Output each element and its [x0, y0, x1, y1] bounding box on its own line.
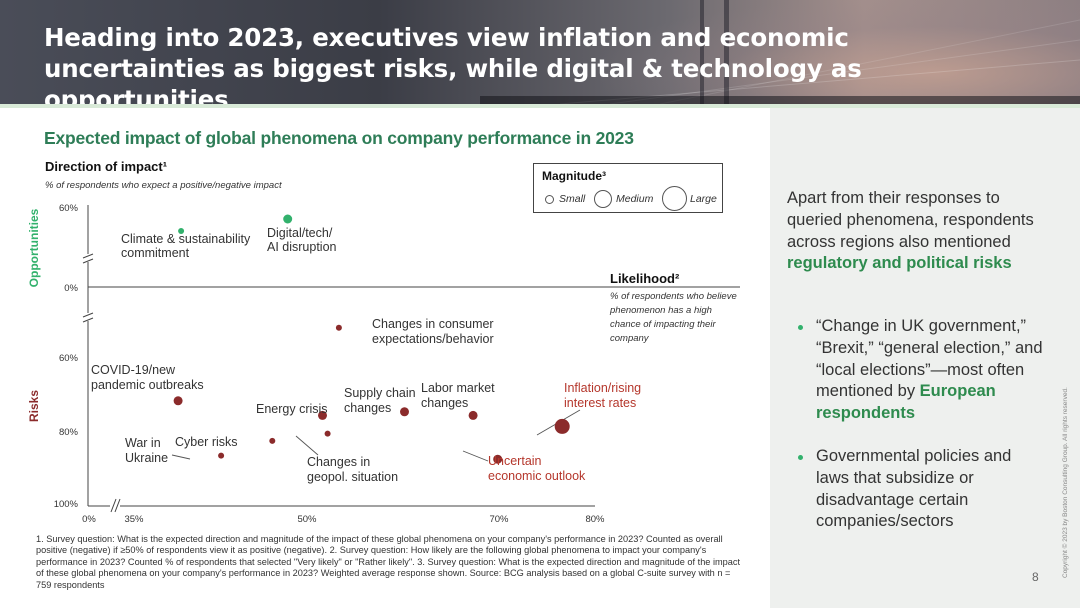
y-tick-risk-60: 60% — [59, 353, 79, 364]
data-points — [173, 214, 570, 464]
y-tick-opp-0: 0% — [64, 283, 78, 294]
bullet1-body: “Change in UK government,” “Brexit,” “ge… — [816, 317, 1043, 401]
point-covid-19-new-pandemic-outbreaks — [173, 396, 183, 406]
x-axis-title: Likelihood² — [610, 271, 680, 286]
label-supply-line2: changes — [344, 401, 391, 415]
label-inflation: Inflation/rising interest rates — [564, 381, 645, 410]
point-changes-in-geopol-situation — [324, 430, 331, 437]
point-changes-in-consumer-expectations-behavior — [335, 324, 342, 331]
label-ukraine-line1: War in — [125, 436, 161, 450]
label-digital-line1: Digital/tech/ — [267, 226, 333, 240]
x-tick-70: 70% — [489, 514, 509, 525]
page-number: 8 — [1032, 570, 1039, 584]
point-war-in-ukraine — [218, 452, 225, 459]
label-covid-line1: COVID-19/new — [91, 363, 176, 377]
y-axis-break-lower — [82, 312, 94, 323]
x-axis-subtitle: % of respondents who believe phenomenon … — [610, 291, 737, 344]
y-axis-break-upper — [82, 253, 94, 264]
bullet-list: “Change in UK government,” “Brexit,” “ge… — [798, 316, 1048, 554]
label-inflation-line2: interest rates — [564, 396, 636, 410]
copyright-notice: Copyright © 2023 by Boston Consulting Gr… — [1062, 387, 1069, 578]
y-tick-risk-80: 80% — [59, 427, 79, 438]
legend-medium-icon — [594, 190, 612, 208]
header-banner: Heading into 2023, executives view infla… — [0, 0, 1080, 104]
bullet-governmental-policies: Governmental policies and laws that subs… — [798, 446, 1048, 533]
leader-lines — [171, 409, 581, 462]
y-axis-subtitle: % of respondents who expect a positive/n… — [45, 180, 282, 191]
intro-body: Apart from their responses to queried ph… — [787, 189, 1034, 251]
chart-title: Expected impact of global phenomena on c… — [44, 128, 634, 148]
label-geopol-line1: Changes in — [307, 455, 370, 469]
point-labor-market-changes — [468, 410, 478, 420]
intro-text: Apart from their responses to queried ph… — [787, 188, 1047, 275]
label-climate-line1: Climate & sustainability — [121, 232, 251, 246]
label-geopol-line2: geopol. situation — [307, 470, 398, 484]
risks-label: Risks — [27, 390, 41, 422]
label-covid-line2: pandemic outbreaks — [91, 378, 204, 392]
label-supply-line1: Supply chain — [344, 386, 416, 400]
point-inflation-rising-interest-rates — [554, 418, 570, 434]
label-labor: Labor market changes — [421, 381, 498, 410]
x-tick-80: 80% — [585, 514, 605, 525]
legend-medium-label: Medium — [616, 193, 654, 205]
label-energy: Energy crisis — [256, 402, 328, 416]
header-sky — [600, 0, 1080, 104]
label-consumer: Changes in consumer expectations/behavio… — [372, 317, 497, 346]
label-supply: Supply chain changes — [344, 386, 419, 415]
footnote: 1. Survey question: What is the expected… — [36, 534, 741, 590]
legend-small-label: Small — [559, 193, 586, 205]
header-photo-bridge — [480, 0, 1080, 104]
y-axis-title: Direction of impact¹ — [45, 159, 168, 174]
label-cyber: Cyber risks — [175, 435, 238, 449]
legend-title: Magnitude³ — [542, 169, 606, 183]
page-title: Heading into 2023, executives view infla… — [44, 23, 862, 104]
label-uncertain-line1: Uncertain — [488, 454, 542, 468]
point-energy-crisis — [318, 410, 327, 420]
scatter-chart: Opportunities Risks 60% 0% 60% 80% 100% … — [27, 203, 740, 525]
header-divider — [0, 104, 1080, 108]
label-digital: Digital/tech/ AI disruption — [267, 226, 337, 254]
label-geopol: Changes in geopol. situation — [307, 455, 398, 484]
point-supply-chain-changes — [400, 407, 409, 417]
bullet-uk-government: “Change in UK government,” “Brexit,” “ge… — [798, 316, 1048, 425]
legend-large-label: Large — [690, 193, 717, 205]
point-climate-sustainability-commitment — [178, 228, 185, 234]
label-inflation-line1: Inflation/rising — [564, 381, 641, 395]
opportunities-label: Opportunities — [27, 208, 41, 287]
y-tick-risk-100: 100% — [54, 499, 79, 510]
intro-highlight: regulatory and political risks — [787, 254, 1012, 273]
x-axis-break — [110, 498, 121, 513]
label-digital-line2: AI disruption — [267, 240, 337, 254]
point-cyber-risks — [269, 437, 276, 444]
x-tick-35: 35% — [124, 514, 144, 525]
bullet1-highlight: European respondents — [816, 382, 996, 423]
y-tick-opp-60: 60% — [59, 203, 79, 214]
label-labor-line2: changes — [421, 396, 468, 410]
point-uncertain-economic-outlook — [493, 454, 503, 464]
label-labor-line1: Labor market — [421, 381, 495, 395]
magnitude-legend: Magnitude³ Small Medium Large — [533, 163, 723, 213]
label-climate-line2: commitment — [121, 246, 190, 260]
legend-large-icon — [662, 186, 687, 211]
x-tick-0: 0% — [82, 514, 96, 525]
label-uncertain: Uncertain economic outlook — [488, 454, 586, 483]
legend-small-icon — [545, 195, 554, 204]
label-consumer-line1: Changes in consumer — [372, 317, 494, 331]
label-ukraine: War in Ukraine — [125, 436, 168, 465]
label-covid: COVID-19/new pandemic outbreaks — [91, 363, 204, 392]
bullet2-body: Governmental policies and laws that subs… — [816, 446, 1012, 531]
insights-panel: Apart from their responses to queried ph… — [770, 108, 1080, 608]
label-climate: Climate & sustainability commitment — [121, 232, 254, 260]
point-digital-tech-ai-disruption — [283, 214, 293, 224]
label-ukraine-line2: Ukraine — [125, 451, 168, 465]
label-uncertain-line2: economic outlook — [488, 469, 586, 483]
x-tick-50: 50% — [297, 514, 317, 525]
label-consumer-line2: expectations/behavior — [372, 332, 494, 346]
